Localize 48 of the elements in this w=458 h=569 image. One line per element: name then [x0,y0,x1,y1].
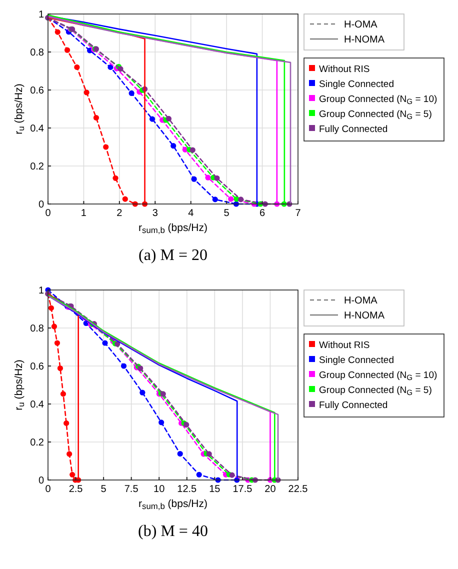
x-tick-label: 7 [295,208,302,219]
legend-label: Group Connected (N$_{G}$ = 5) [319,109,432,122]
legend-label: Group Connected (N$_{G}$ = 5) [319,385,432,398]
y-tick-label: 0.6 [30,362,44,372]
x-tick-label: 5 [224,208,230,219]
x-tick-label: 22.5 [288,484,308,495]
x-tick-label: 10 [154,484,166,495]
x-tick-label: 20 [264,484,276,495]
text: H-OMA [344,296,378,306]
text: (b) M = 40 [138,523,208,540]
y-tick-label: 0.4 [30,124,44,134]
text: H-OMA [344,20,378,30]
y-tick-label: 1 [38,10,44,20]
x-tick-label: 12.5 [177,484,198,495]
legend-label: Single Connected [319,355,394,366]
x-tick-label: 5 [100,484,107,495]
x-tick-label: 0 [45,208,52,219]
text: H-NOMA [344,34,385,46]
x-tick-label: 15 [209,484,221,495]
x-tick-label: 4 [188,208,194,219]
y-tick-label: 0.4 [30,400,44,410]
text: (a) M = 20 [138,247,208,264]
y-tick-label: 0.8 [30,324,44,334]
legend-label: Group Connected (N$_{G}$ = 10) [319,94,438,106]
x-tick-label: 6 [260,208,266,219]
legend-label: Fully Connected [319,124,388,135]
legend-label: Single Connected [319,79,394,90]
legend-label: Without RIS [319,340,370,351]
legend-label: Group Connected (N$_{G}$ = 10) [319,370,438,382]
x-axis-title: r$_{sum,b}$ (bps/Hz) [138,222,208,236]
x-tick-label: 0 [45,484,52,495]
y-tick-label: 0 [38,200,44,210]
x-tick-label: 3 [152,208,158,219]
legend-label: Fully Connected [319,400,388,411]
y-tick-label: 0.2 [30,438,44,448]
y-tick-label: 0.6 [30,86,44,96]
x-tick-label: 7.5 [124,484,139,495]
y-tick-label: 0.8 [30,48,44,58]
y-tick-label: 0 [38,476,44,486]
x-tick-label: 1 [80,208,87,219]
text: H-NOMA [344,310,385,322]
x-axis-title: r$_{sum,b}$ (bps/Hz) [138,498,208,512]
x-tick-label: 2.5 [68,484,84,495]
legend-label: Without RIS [319,64,370,75]
x-tick-label: 2 [116,208,123,219]
y-tick-label: 0.2 [30,162,44,172]
y-tick-label: 1 [38,286,44,296]
x-tick-label: 17.5 [232,484,253,495]
